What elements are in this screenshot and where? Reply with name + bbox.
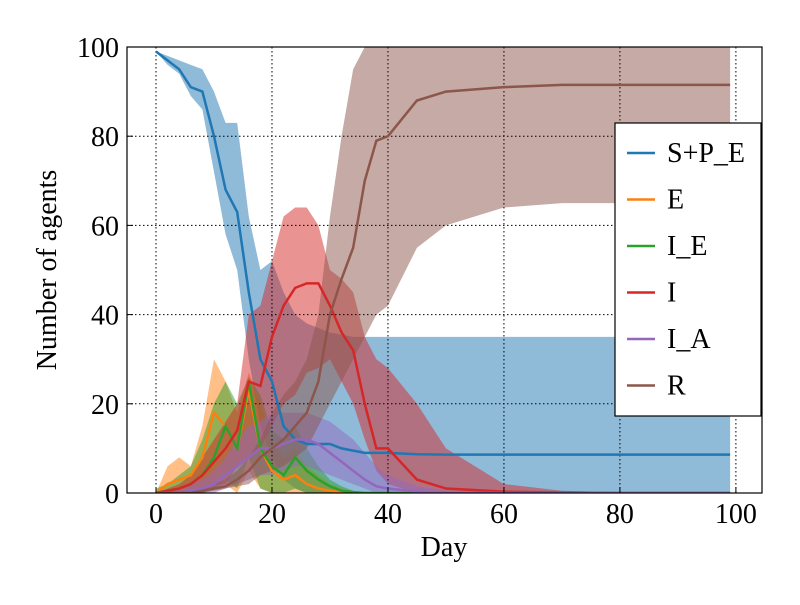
y-tick-label: 60 <box>91 211 119 242</box>
band <box>155 47 731 493</box>
legend-box <box>614 122 762 417</box>
series-line <box>155 390 731 493</box>
legend-label: I_A <box>667 324 711 355</box>
y-tick-label: 0 <box>105 479 119 510</box>
legend-label: R <box>667 371 686 402</box>
legend-label: S+P_E <box>667 138 745 169</box>
plot-frame <box>126 46 763 494</box>
band <box>155 207 731 493</box>
y-tick-label: 100 <box>77 33 119 64</box>
legend-label: I <box>667 278 676 309</box>
series-line <box>155 50 731 456</box>
y-tick-label: 80 <box>91 122 119 153</box>
series-line <box>155 83 731 493</box>
x-axis-label: Day <box>421 532 468 563</box>
y-tick-label: 20 <box>91 390 119 421</box>
x-tick-label: 100 <box>715 499 757 530</box>
y-axis-label: Number of agents <box>32 170 63 371</box>
x-tick-label: 0 <box>149 499 163 530</box>
y-tick-label: 40 <box>91 301 119 332</box>
legend-label: E <box>667 185 684 216</box>
x-tick-label: 80 <box>606 499 634 530</box>
x-tick-label: 60 <box>490 499 518 530</box>
series-line <box>155 282 731 493</box>
x-tick-label: 40 <box>374 499 402 530</box>
axes: 0 20 40 60 80 100 0 20 40 60 80 100 <box>77 33 757 530</box>
legend-label: I_E <box>667 231 707 262</box>
x-tick-label: 20 <box>258 499 286 530</box>
lines <box>155 50 731 493</box>
series-line <box>155 381 731 493</box>
legend: S+P_E E I_E I I_A R <box>614 122 762 417</box>
